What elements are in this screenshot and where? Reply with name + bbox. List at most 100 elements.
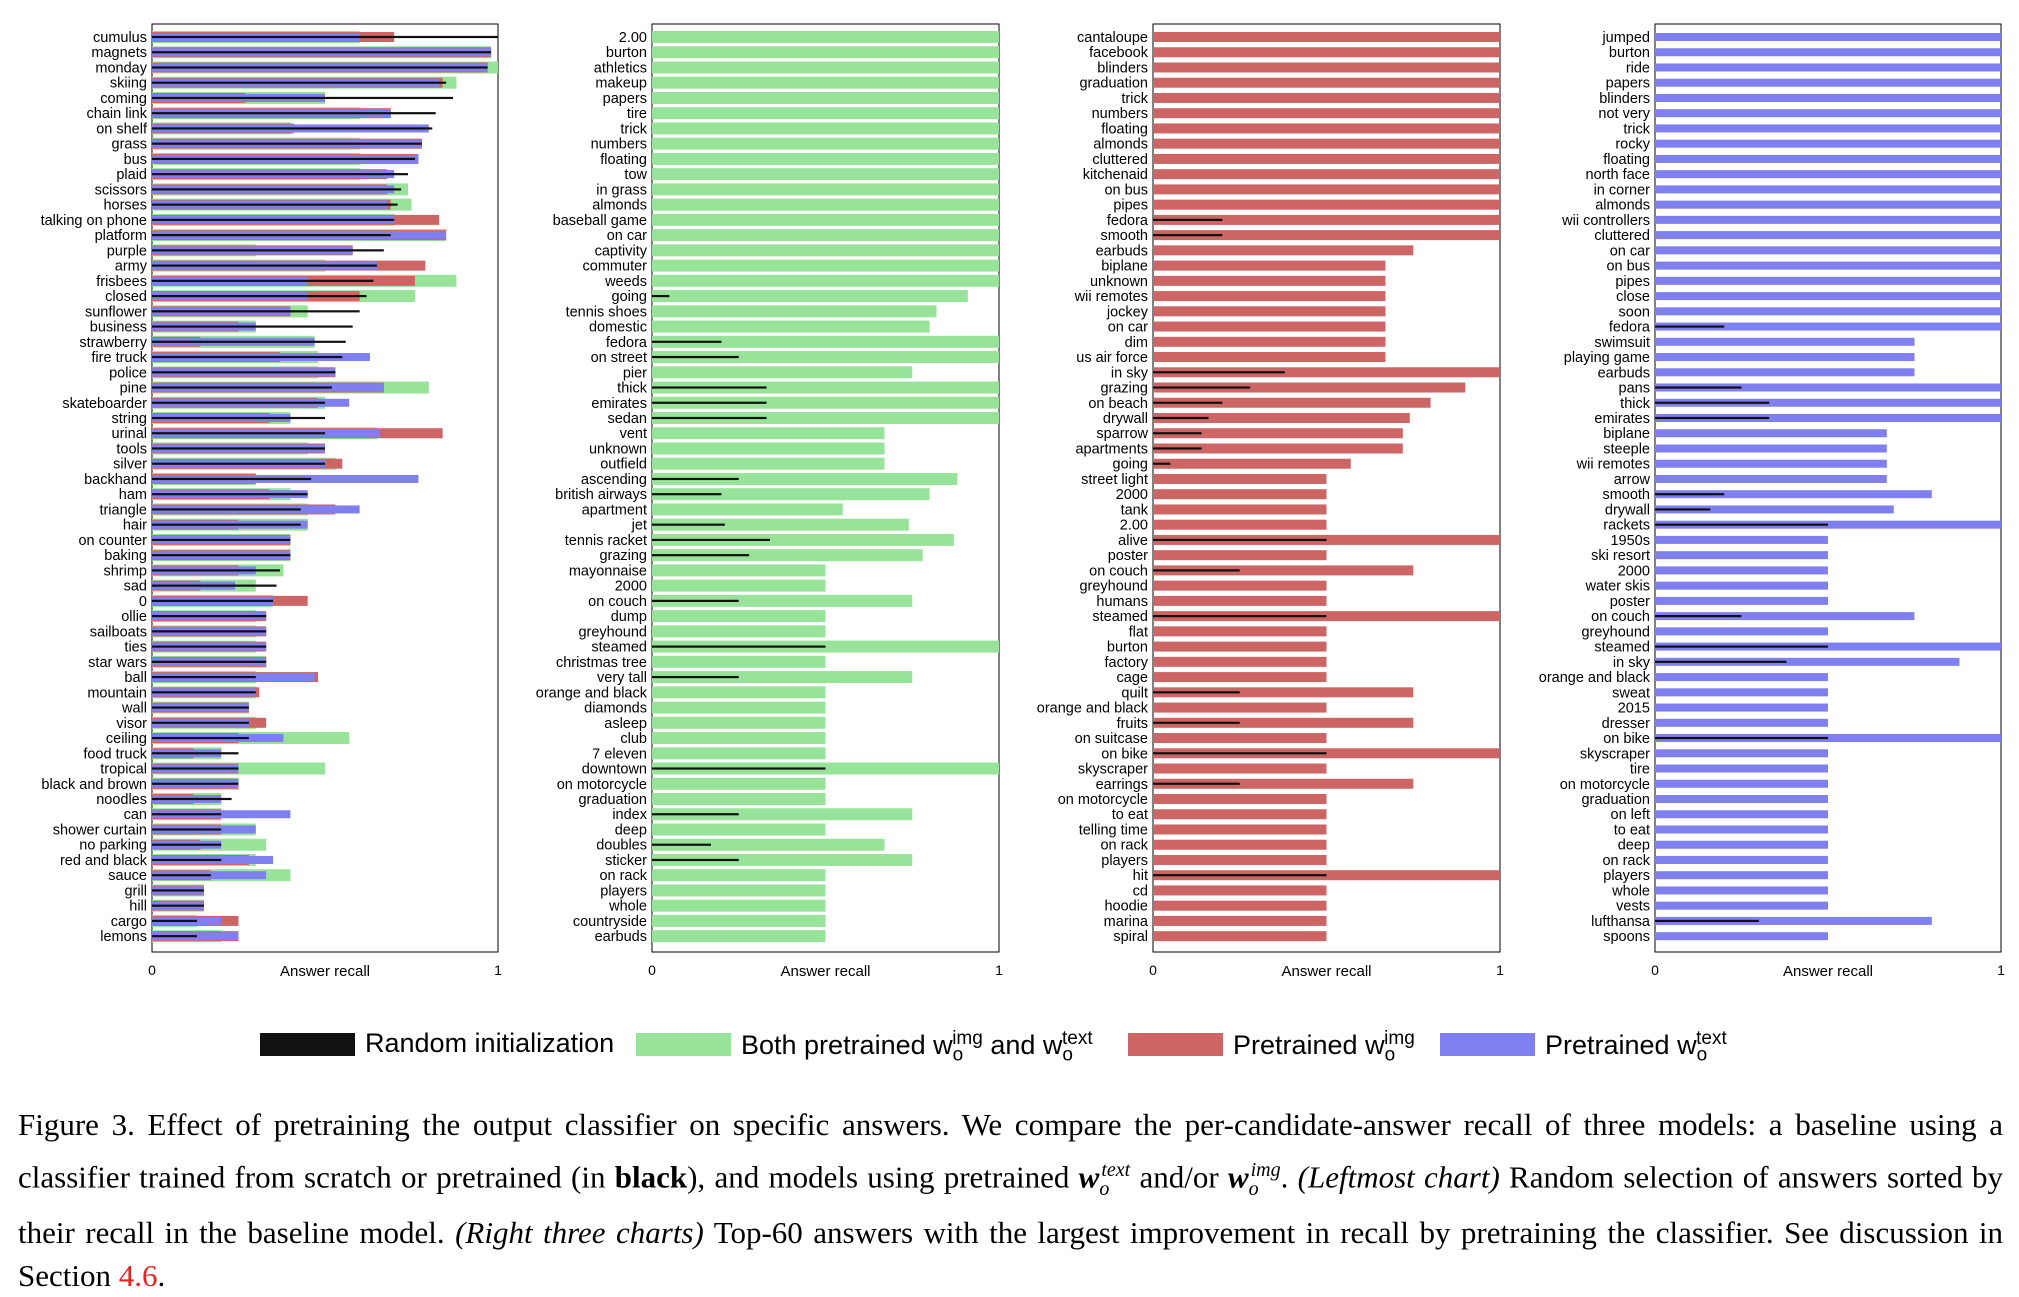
bar-both-pretrained [652,351,999,364]
category-label: smooth [1602,487,1650,503]
category-label: on rack [1602,853,1650,869]
category-label: 2015 [1618,701,1650,717]
category-label: thick [617,381,648,397]
category-label: drywall [1103,411,1148,427]
category-label: cluttered [1594,228,1650,244]
bar-both-pretrained [652,290,968,303]
category-label: on street [591,350,647,366]
category-label: tank [1121,502,1149,518]
category-label: poster [1610,594,1650,610]
category-label: skyscraper [1580,746,1650,762]
bar-pretrained-text [1655,459,1887,468]
category-label: steamed [1092,609,1148,625]
bar-pretrained-text [1655,886,1828,895]
bar-random-initialization [152,645,267,648]
category-label: on counter [78,533,147,549]
category-label: humans [1096,594,1148,610]
bar-random-initialization [152,706,249,709]
category-label: dump [611,609,647,625]
category-label: on rack [599,868,647,884]
category-label: poster [1108,548,1148,564]
bar-pretrained-text [1655,581,1828,590]
bar-pretrained-img [1153,641,1327,652]
bar-random-initialization [152,142,422,145]
caption-text-5: Random selection of answers sorted by th… [18,1159,2004,1250]
category-label: on couch [1591,609,1650,625]
category-label: sad [124,579,147,595]
section-link[interactable]: 4.6 [118,1257,158,1293]
bar-random-initialization [152,371,336,374]
bar-random-initialization [152,127,433,130]
bar-random-initialization [152,782,239,785]
bar-pretrained-img [1153,291,1386,302]
bar-pretrained-text [1655,505,1894,514]
bar-pretrained-text [1655,215,2001,224]
caption-text-6: Top-60 answers with the largest improvem… [18,1214,2003,1293]
category-label: deep [1618,838,1650,854]
bar-random-initialization [652,767,826,770]
caption-text-4: . [1280,1159,1298,1195]
bar-random-initialization [152,889,204,892]
category-label: in corner [1594,182,1651,198]
category-label: tools [116,441,147,457]
category-label: jet [631,518,647,534]
bar-both-pretrained [652,472,958,485]
bar-pretrained-text [1655,322,2001,331]
category-label: outfield [600,457,647,473]
plot-frame [1654,23,2002,953]
bar-both-pretrained [652,229,999,242]
bar-both-pretrained [652,594,913,607]
category-label: grazing [599,548,647,564]
bar-random-initialization [652,554,750,557]
category-label: blinders [1599,91,1650,107]
category-label: tow [624,167,647,183]
category-label: coming [100,91,147,107]
category-label: grazing [1100,381,1148,397]
category-label: cumulus [93,30,147,46]
category-label: army [115,259,148,275]
caption-var2: w [1227,1159,1249,1195]
bar-random-initialization [1655,523,1828,526]
bar-pretrained-img [1153,504,1327,515]
bar-random-initialization [1153,371,1285,374]
bar-random-initialization [652,843,711,846]
bar-random-initialization [152,218,395,221]
bar-both-pretrained [652,930,826,943]
bar-both-pretrained [652,747,826,760]
bar-pretrained-text [1655,474,1887,483]
bar-pretrained-text [1655,337,1915,346]
category-label: british airways [555,487,647,503]
category-label: christmas tree [556,655,647,671]
bar-pretrained-img [1153,717,1414,728]
category-label: jumped [1601,30,1650,46]
bar-pretrained-img [1153,580,1327,591]
category-label: captivity [595,243,648,259]
category-label: on car [1108,320,1148,336]
x-tick-label: 0 [148,962,156,978]
bar-pretrained-img [1153,443,1403,454]
bar-both-pretrained [652,579,826,592]
category-label: index [612,807,647,823]
category-label: rackets [1603,518,1650,534]
category-label: orange and black [1037,701,1149,717]
category-label: facebook [1089,45,1149,61]
bar-pretrained-img [1153,184,1500,195]
category-label: diamonds [584,701,647,717]
bar-random-initialization [152,401,325,404]
bar-both-pretrained [652,777,826,790]
legend-label-random: Random initialization [365,1028,615,1058]
bar-random-initialization [152,828,222,831]
bar-random-initialization [152,736,249,740]
bar-pretrained-img [1153,169,1500,180]
bar-random-initialization [152,584,277,587]
x-tick-label: 1 [1997,962,2005,978]
bar-pretrained-img [1153,473,1327,484]
bar-both-pretrained [652,198,999,211]
bar-random-initialization [152,599,274,602]
bar-random-initialization [1153,416,1209,420]
bar-both-pretrained [652,457,885,470]
bar-random-initialization [1655,493,1725,496]
bar-pretrained-text [1655,871,1828,880]
bar-pretrained-img [1153,275,1386,286]
